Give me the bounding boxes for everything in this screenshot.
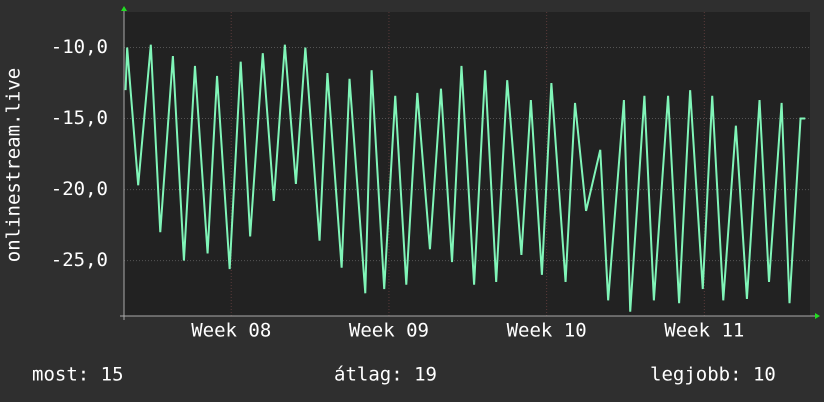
- y-tick-label: -15,0: [51, 107, 108, 129]
- x-tick-label: Week 11: [664, 320, 744, 342]
- x-tick-label: Week 08: [191, 320, 271, 342]
- footer-stat: most: 15: [32, 364, 124, 386]
- y-tick-label: -25,0: [51, 249, 108, 271]
- x-tick-label: Week 10: [507, 320, 587, 342]
- y-tick-label: -20,0: [51, 178, 108, 200]
- footer-stat: átlag: 19: [334, 364, 437, 386]
- y-axis-arrow: [121, 6, 127, 11]
- data-line: [124, 44, 806, 312]
- footer-stat: legjobb: 10: [650, 364, 776, 386]
- y-tick-label: -10,0: [51, 36, 108, 58]
- x-axis-arrow: [815, 313, 820, 319]
- y-axis-label: onlinestream.live: [3, 68, 25, 262]
- x-tick-label: Week 09: [349, 320, 429, 342]
